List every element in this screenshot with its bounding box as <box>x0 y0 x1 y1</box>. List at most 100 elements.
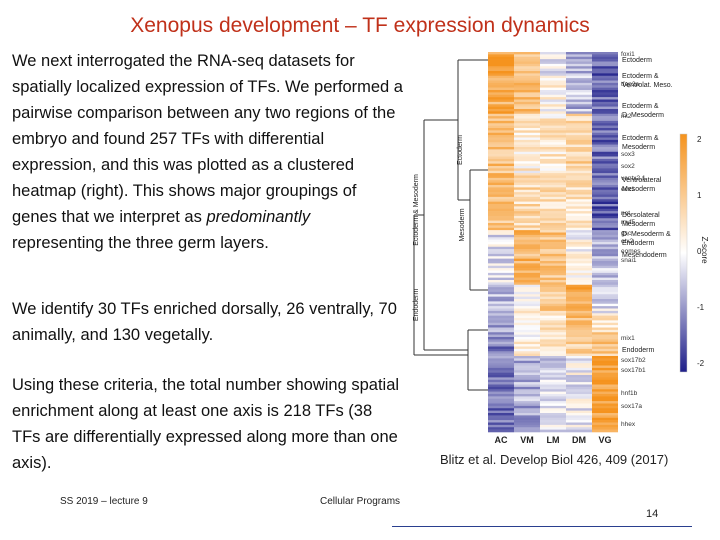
heatmap-cell <box>514 71 540 74</box>
heatmap-cell <box>592 272 618 276</box>
heatmap-cell <box>592 97 618 100</box>
heatmap-cell <box>566 413 592 416</box>
heatmap-cell <box>592 291 618 295</box>
heatmap-cell <box>540 144 566 148</box>
heatmap-cell <box>514 313 540 316</box>
heatmap-cell <box>488 379 514 383</box>
heatmap-cell <box>592 329 618 333</box>
heatmap-cell <box>514 223 540 226</box>
heatmap-cell <box>592 389 618 392</box>
heatmap-cell <box>514 277 540 281</box>
heatmap-cell <box>514 211 540 214</box>
heatmap-cell <box>566 182 592 186</box>
heatmap-cell <box>488 234 514 238</box>
heatmap-cell <box>514 116 540 119</box>
heatmap-cell <box>540 132 566 136</box>
heatmap-cell <box>540 365 566 369</box>
heatmap-cell <box>488 166 514 169</box>
heatmap-cell <box>488 170 514 174</box>
heatmap-cell <box>566 251 592 255</box>
heatmap-cell <box>514 170 540 174</box>
heatmap-cell <box>566 246 592 250</box>
heatmap-cell <box>566 417 592 421</box>
heatmap-cell <box>566 234 592 238</box>
heatmap-cell <box>566 351 592 354</box>
paragraph-2: We identify 30 TFs enriched dorsally, 26… <box>12 300 397 344</box>
heatmap-cell <box>540 408 566 411</box>
heatmap-cell <box>566 244 592 248</box>
heatmap-cell <box>592 348 618 352</box>
heatmap-cell <box>592 353 618 357</box>
heatmap-cell <box>540 177 566 181</box>
heatmap-cell <box>566 54 592 58</box>
heatmap-cell <box>488 68 514 72</box>
heatmap-cell <box>592 230 618 233</box>
heatmap-cell <box>592 363 618 366</box>
heatmap-cell <box>514 382 540 385</box>
heatmap-cell <box>592 232 618 236</box>
heatmap-cell <box>592 327 618 331</box>
heatmap-cell <box>488 303 514 307</box>
heatmap-cell <box>488 232 514 236</box>
heatmap-cell <box>488 377 514 381</box>
heatmap-cell <box>488 367 514 371</box>
heatmap-cell <box>592 227 618 231</box>
heatmap-cell <box>540 275 566 278</box>
heatmap-cell <box>592 80 618 84</box>
heatmap-cell <box>592 282 618 286</box>
colorbar-ticks: 2 1 0 -1 -2 <box>697 135 705 368</box>
heatmap-cell <box>540 201 566 205</box>
heatmap-cell <box>566 360 592 364</box>
heatmap-cell <box>592 391 618 395</box>
heatmap-cell <box>592 109 618 112</box>
heatmap-cell <box>540 189 566 193</box>
heatmap-cell <box>592 163 618 167</box>
heatmap-cell <box>488 344 514 347</box>
heatmap-cell <box>566 147 592 150</box>
heatmap-cell <box>488 104 514 107</box>
heatmap-cell <box>514 132 540 136</box>
heatmap-cell <box>540 147 566 150</box>
heatmap-cell <box>592 66 618 69</box>
heatmap-cell <box>488 180 514 183</box>
heatmap-cell <box>566 239 592 243</box>
heatmap-cell <box>566 220 592 224</box>
heatmap-cell <box>592 379 618 383</box>
heatmap-cell <box>488 422 514 426</box>
heatmap-cell <box>488 215 514 219</box>
heatmap-cell <box>514 185 540 188</box>
heatmap-cell <box>566 175 592 179</box>
heatmap-cell <box>488 149 514 153</box>
heatmap-cell <box>566 315 592 319</box>
heatmap-cell <box>540 92 566 96</box>
heatmap-cell <box>566 242 592 245</box>
heatmap-cell <box>514 215 540 219</box>
heatmap-cell <box>514 78 540 81</box>
heatmap-cell <box>566 401 592 404</box>
heatmap-cell <box>514 258 540 262</box>
heatmap-cell <box>592 158 618 162</box>
heatmap-cell <box>566 318 592 321</box>
heatmap-cell <box>488 242 514 245</box>
heatmap-cell <box>488 192 514 195</box>
heatmap-cell <box>514 365 540 369</box>
heatmap-cell <box>566 68 592 72</box>
heatmap-cell <box>514 299 540 302</box>
heatmap-cell <box>592 118 618 122</box>
heatmap-cell <box>566 199 592 202</box>
heatmap-cell <box>488 130 514 134</box>
heatmap-cell <box>514 394 540 397</box>
heatmap-cell <box>488 353 514 357</box>
heatmap-cell <box>488 66 514 69</box>
heatmap-cell <box>540 211 566 214</box>
heatmap-cell <box>514 177 540 181</box>
heatmap-cell <box>566 327 592 331</box>
heatmap-cell <box>488 284 514 288</box>
heatmap-cell <box>514 377 540 381</box>
heatmap-cell <box>488 315 514 319</box>
heatmap-cell <box>540 199 566 202</box>
heatmap-cell <box>566 320 592 324</box>
heatmap-cell <box>592 68 618 72</box>
heatmap-cell <box>514 370 540 373</box>
heatmap-cell <box>592 211 618 214</box>
